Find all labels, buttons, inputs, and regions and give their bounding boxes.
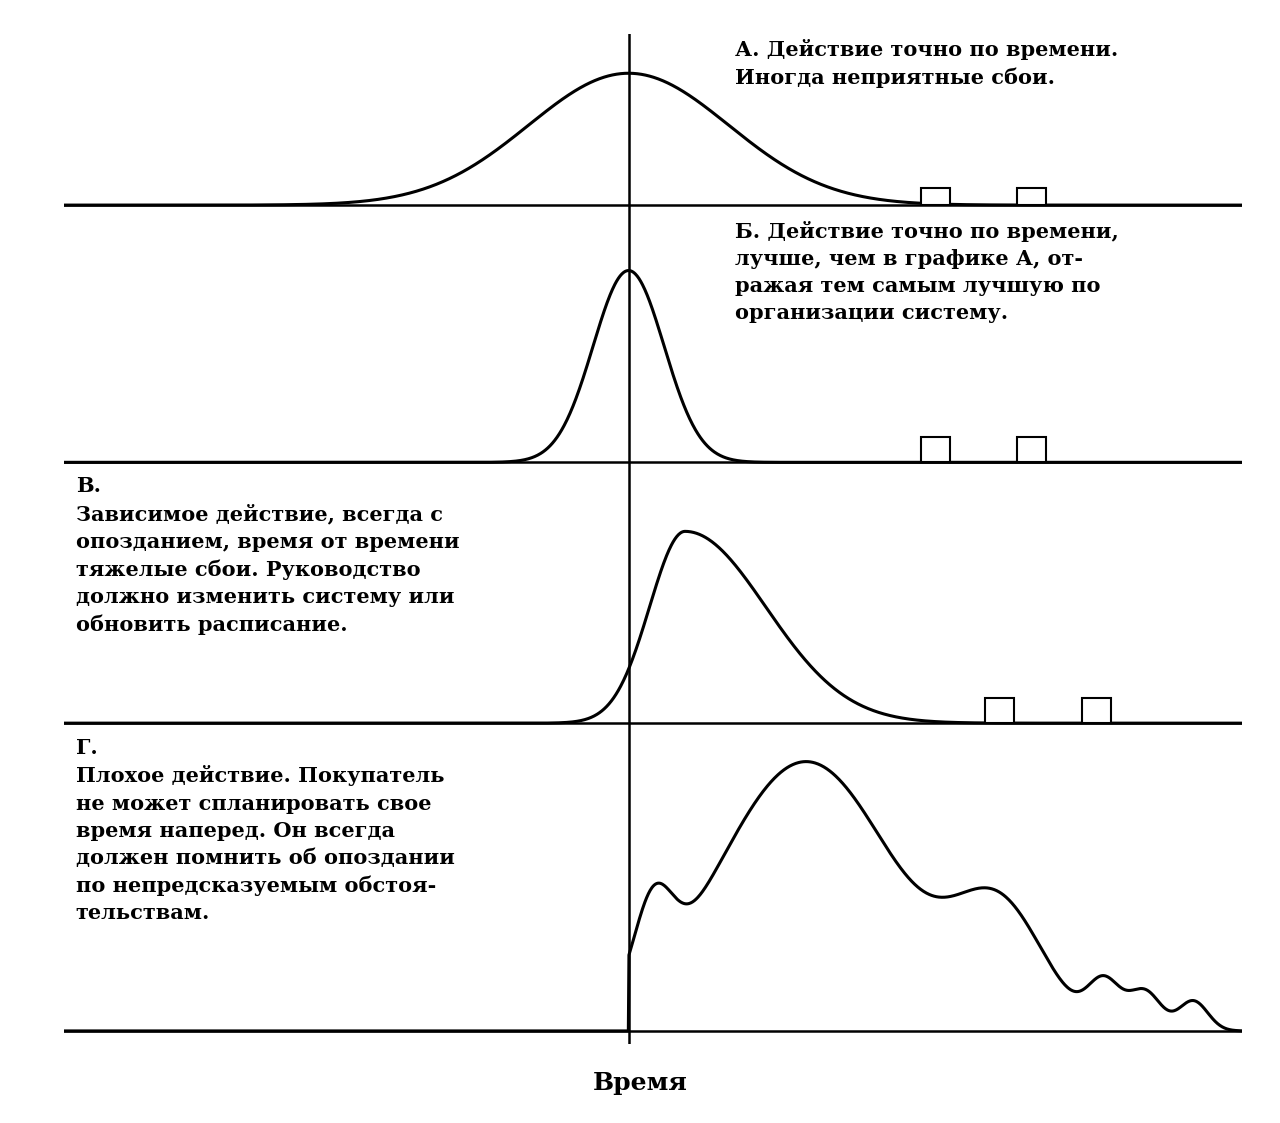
Text: Г.
Плохое действие. Покупатель
не может спланировать свое
время наперед. Он всег: Г. Плохое действие. Покупатель не может … bbox=[76, 738, 454, 923]
Bar bbox=[1018, 437, 1047, 463]
Text: А. Действие точно по времени.
Иногда неприятные сбои.: А. Действие точно по времени. Иногда неп… bbox=[735, 39, 1119, 88]
Text: Время: Время bbox=[593, 1071, 687, 1095]
Text: Б. Действие точно по времени,
лучше, чем в графике А, от-
ражая тем самым лучшую: Б. Действие точно по времени, лучше, чем… bbox=[735, 221, 1119, 323]
Bar bbox=[920, 437, 950, 463]
Bar bbox=[1018, 188, 1047, 206]
Text: В.
Зависимое действие, всегда с
опозданием, время от времени
тяжелые сбои. Руков: В. Зависимое действие, всегда с опоздани… bbox=[76, 476, 460, 634]
Bar bbox=[986, 699, 1014, 723]
Bar bbox=[920, 188, 950, 206]
Bar bbox=[1082, 699, 1111, 723]
